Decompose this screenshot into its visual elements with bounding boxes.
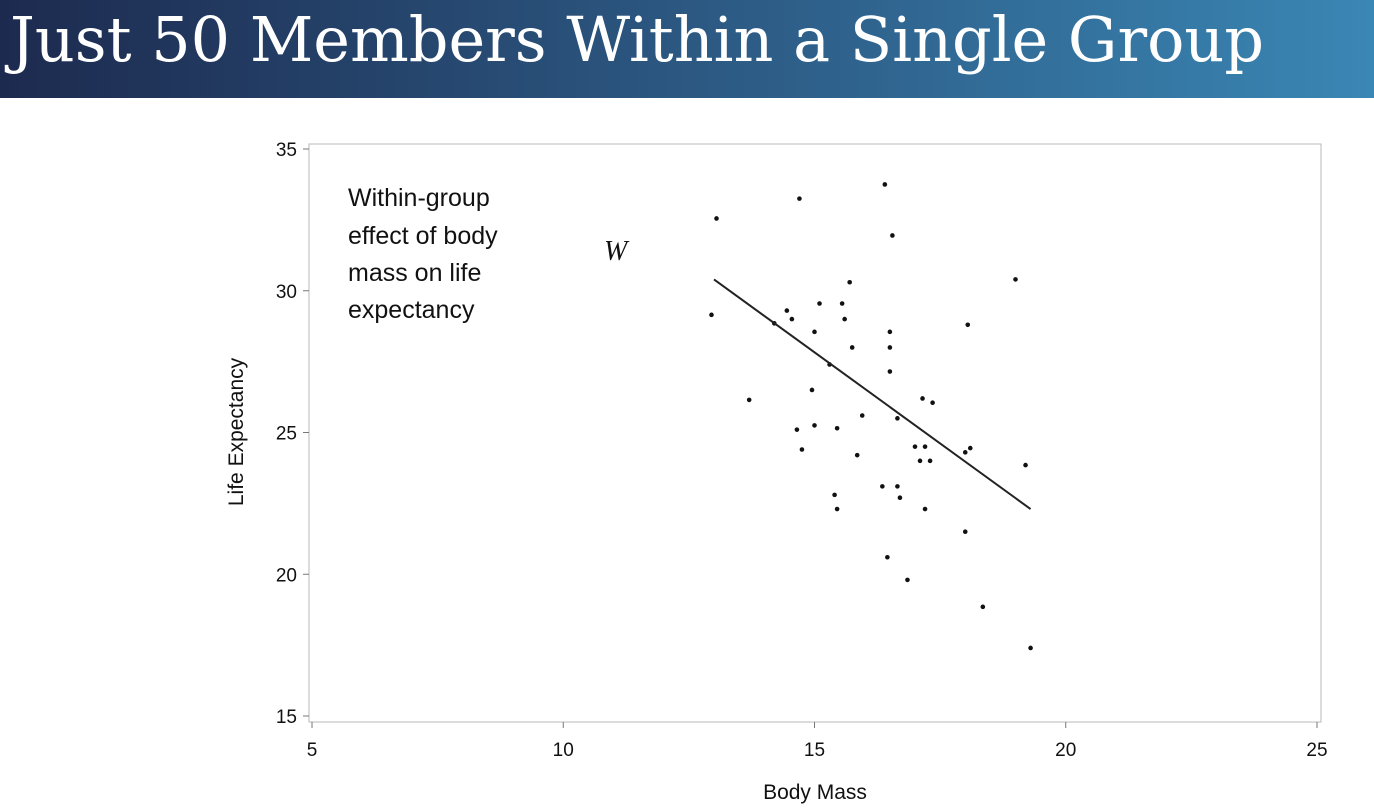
data-point-30	[895, 416, 900, 421]
data-point-29	[890, 233, 895, 238]
y-tick-label-1: 20	[276, 565, 297, 586]
slide-header: Just 50 Members Within a Single Group	[0, 0, 1374, 98]
data-point-5	[789, 316, 795, 322]
data-point-25	[885, 554, 890, 560]
data-point-19	[847, 279, 852, 285]
annotation: Within-group effect of body mass on life…	[348, 184, 630, 324]
data-point-38	[922, 444, 928, 449]
data-point-2	[746, 397, 752, 403]
data-point-22	[859, 413, 865, 418]
x-tick-label-3: 20	[1055, 740, 1076, 761]
data-point-41	[962, 529, 968, 535]
data-point-12	[817, 301, 822, 306]
slide-title: Just 50 Members Within a Single Group	[10, 3, 1265, 76]
data-point-34	[912, 444, 918, 449]
data-point-43	[965, 322, 971, 328]
y-tick-label-0: 15	[276, 707, 297, 728]
annotation-line-4: expectancy	[348, 296, 475, 324]
data-point-47	[1023, 462, 1028, 468]
annotation-line-3: mass on life	[348, 259, 481, 287]
data-point-21	[854, 452, 860, 458]
data-point-44	[967, 445, 973, 451]
data-point-36	[920, 396, 925, 401]
data-point-4	[784, 308, 790, 313]
data-point-11	[812, 423, 817, 428]
x-tick-label-2: 15	[804, 740, 825, 761]
data-point-23	[880, 484, 885, 489]
data-point-39	[927, 458, 933, 464]
data-point-18	[842, 316, 847, 322]
data-point-7	[797, 196, 802, 201]
fit-line	[713, 278, 1032, 510]
y-tick-label-3: 30	[276, 282, 297, 303]
y-tick-label-4: 35	[276, 140, 297, 161]
data-point-1	[714, 216, 719, 221]
data-point-32	[897, 495, 903, 501]
data-point-42	[962, 450, 968, 455]
data-point-8	[799, 447, 805, 452]
data-point-14	[832, 492, 837, 498]
annotation-line-1: Within-group	[348, 184, 490, 212]
data-point-10	[812, 329, 817, 335]
data-point-31	[895, 484, 900, 489]
data-point-20	[849, 345, 855, 350]
data-point-6	[794, 427, 800, 432]
x-axis-label: Body Mass	[763, 781, 867, 804]
x-tick-label-0: 5	[307, 740, 318, 761]
axis-ticks: 5 10 15 20 25 15 20 25 30 35	[276, 140, 1328, 761]
y-tick-label-2: 25	[276, 424, 297, 445]
data-point-16	[834, 425, 840, 431]
x-tick-label-1: 10	[553, 740, 574, 761]
annotation-line-2: effect of body	[348, 222, 498, 250]
data-point-28	[887, 369, 893, 374]
data-point-40	[930, 400, 935, 406]
data-point-26	[887, 329, 893, 335]
data-point-45	[980, 604, 986, 610]
data-point-46	[1013, 277, 1018, 282]
data-point-24	[882, 182, 888, 187]
data-point-48	[1028, 645, 1033, 651]
data-point-17	[839, 301, 845, 306]
data-points	[709, 182, 1033, 651]
y-axis-label: Life Expectancy	[225, 357, 248, 506]
data-point-35	[917, 458, 923, 464]
data-point-15	[834, 506, 840, 512]
data-point-33	[905, 577, 910, 583]
data-point-9	[809, 387, 815, 393]
annotation-symbol: W	[604, 236, 630, 267]
data-point-37	[922, 506, 928, 512]
data-point-0	[709, 312, 714, 318]
data-point-27	[887, 345, 893, 350]
x-tick-label-4: 25	[1306, 740, 1327, 761]
